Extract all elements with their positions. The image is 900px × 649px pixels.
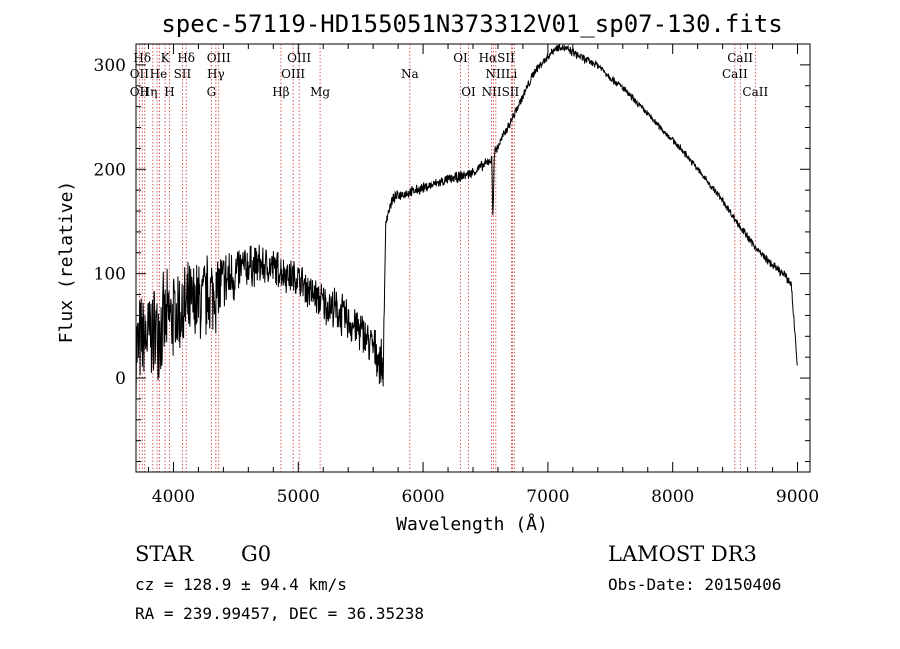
x-tick-label: 4000 (152, 487, 195, 507)
x-tick-label: 5000 (277, 487, 320, 507)
chart-title: spec-57119-HD155051N373312V01_sp07-130.f… (161, 10, 782, 38)
redshift-text: cz = 128.9 ± 94.4 km/s (135, 575, 347, 594)
spectral-line-label: Na (401, 67, 419, 81)
survey-text: LAMOST DR3 (608, 542, 757, 566)
spectral-line-label: NII (485, 67, 505, 81)
x-axis-label: Wavelength (Å) (396, 513, 548, 535)
y-tick-label: 200 (94, 160, 126, 180)
spectral-line-label: OII (130, 85, 150, 99)
subclass-text: G0 (241, 542, 271, 566)
y-tick-label: 0 (115, 369, 126, 389)
spectral-line-label: He (150, 67, 168, 81)
x-tick-label: 9000 (776, 487, 819, 507)
x-tick-label: 7000 (526, 487, 569, 507)
spectral-line-label: OIII (281, 67, 305, 81)
x-tick-label: 6000 (401, 487, 444, 507)
x-tick-label: 8000 (651, 487, 694, 507)
coordinates-text: RA = 239.99457, DEC = 36.35238 (135, 604, 424, 623)
object-class-text: STAR (135, 542, 194, 566)
spectral-line-label: OIII (207, 51, 231, 65)
x-axis-ticks: 4000 5000 6000 7000 8000 9000 (147, 44, 819, 507)
y-tick-label: 300 (94, 56, 126, 76)
spectral-line-labels: Hδ K Hδ OIII OIII OI HαSII CaII OII He SII Hγ OIII Na… (130, 51, 769, 99)
spectral-line-label: Hη (140, 85, 158, 99)
spectral-line-label: CaII (722, 67, 748, 81)
spectral-line-label: Hδ (177, 51, 195, 65)
spectral-line-label: H (164, 85, 174, 99)
spectral-line-label: Hβ (272, 85, 289, 99)
spectral-line-label: Hγ (207, 67, 225, 81)
spectral-line-label: NIISII (482, 85, 520, 99)
spectral-line-label: OIII (287, 51, 311, 65)
spectral-line-label: SII (174, 67, 192, 81)
spectral-line-label: CaII (742, 85, 768, 99)
spectral-line-label: OI (453, 51, 468, 65)
y-tick-label: 100 (94, 265, 126, 285)
y-axis-ticks: 0 100 200 300 (94, 43, 810, 463)
spectral-line-label: Li (506, 67, 518, 81)
obs-date-text: Obs-Date: 20150406 (608, 575, 781, 594)
spectral-line-label: OII (130, 67, 150, 81)
spectral-line-markers (138, 44, 756, 472)
spectral-line-label: G (207, 85, 217, 99)
spectral-line-label: Mg (310, 85, 330, 99)
spectral-line-label: CaII (727, 51, 753, 65)
spectrum-line (135, 43, 798, 401)
spectral-line-label: OI (461, 85, 476, 99)
y-axis-label: Flux (relative) (56, 181, 77, 344)
spectral-line-label: HαSII (479, 51, 516, 65)
spectral-line-label: K (161, 51, 171, 65)
spectral-line-label: Hδ (133, 51, 151, 65)
